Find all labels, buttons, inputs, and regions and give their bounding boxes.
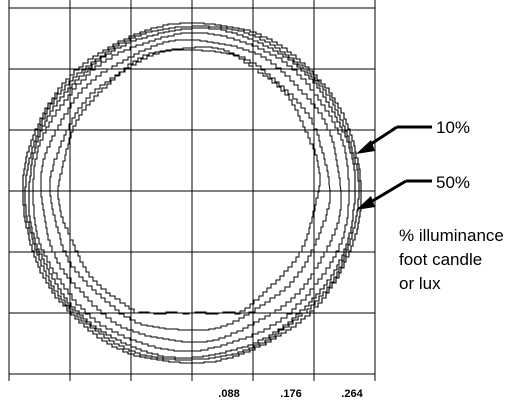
contour-10-percent: [32, 32, 350, 352]
annotations: 10% 50% % illuminance foot candle or lux: [356, 118, 504, 293]
arrow-10-shaft: [367, 125, 398, 148]
level-label-10: 10%: [436, 118, 470, 137]
arrow-50-shaft: [368, 179, 407, 205]
arrow-50-head: [356, 196, 375, 210]
legend-line-1: % illuminance: [399, 226, 504, 245]
contour-20-percent: [40, 39, 342, 343]
tick-label-264: .264: [341, 388, 363, 400]
tick-label-176: .176: [280, 388, 301, 400]
legend-line-2: foot candle: [399, 250, 482, 269]
level-label-50: 50%: [436, 173, 470, 192]
legend-line-3: or lux: [399, 274, 441, 293]
contour-outer-1: [22, 22, 362, 364]
x-axis-ticks: [8, 374, 376, 381]
contour-30-percent: [49, 49, 331, 331]
arrow-10-head: [356, 140, 375, 154]
contour-outer-3: [28, 27, 356, 359]
contour-50-percent: [57, 46, 321, 315]
contour-lines: [22, 22, 362, 364]
tick-label-088: .088: [218, 388, 239, 400]
contour-outer-2: [24, 25, 360, 361]
x-tick-labels: .088 .176 .264: [218, 388, 363, 400]
grid: [8, 0, 376, 375]
